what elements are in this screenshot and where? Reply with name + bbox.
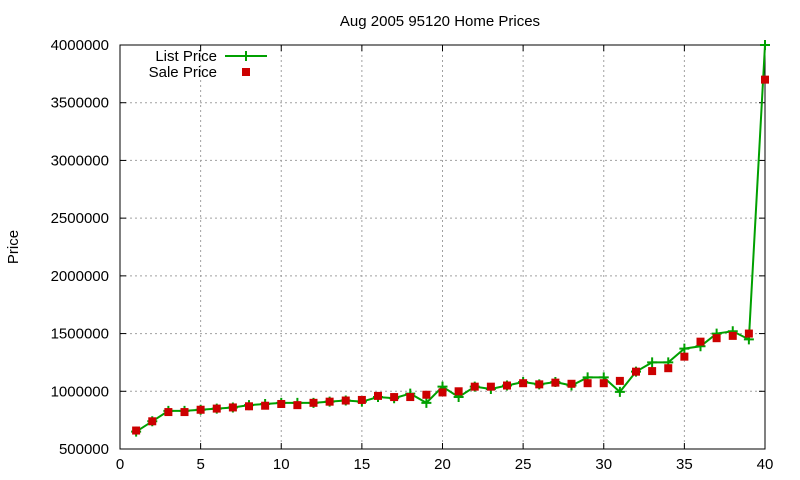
sale-price-point	[148, 417, 157, 426]
x-tick-label: 35	[676, 456, 693, 473]
sale-price-point	[406, 393, 415, 402]
sale-price-point	[341, 396, 350, 405]
y-tick-label: 3500000	[51, 95, 109, 112]
list-price-point	[421, 397, 432, 408]
sale-price-point	[712, 334, 721, 343]
y-tick-labels: 500000 1000000 1500000 2000000 2500000 300000…	[51, 37, 109, 458]
sale-price-point	[164, 408, 173, 417]
sale-price-point	[438, 388, 447, 397]
sale-price-point	[486, 382, 495, 391]
axis-ticks	[119, 44, 766, 450]
sale-price-point	[583, 379, 592, 388]
sale-price-point	[648, 367, 657, 376]
x-tick-label: 40	[757, 456, 774, 473]
sale-price-point	[196, 405, 205, 414]
legend-label-sale-price: Sale Price	[149, 64, 217, 81]
y-tick-label: 3000000	[51, 152, 109, 169]
sale-price-point	[680, 352, 689, 361]
sale-price-point	[277, 399, 286, 408]
sale-price-point	[615, 376, 624, 385]
sale-price-point	[180, 408, 189, 417]
sale-price-point	[228, 403, 237, 412]
legend: List Price Sale Price	[149, 48, 267, 81]
sale-price-point	[374, 391, 382, 400]
series-layer	[131, 40, 770, 437]
sale-price-point	[567, 379, 576, 388]
series-line-list-price	[135, 44, 766, 433]
sale-price-point	[261, 401, 270, 410]
sale-price-point	[309, 398, 318, 407]
y-tick-label: 500000	[59, 441, 109, 458]
sale-price-point	[535, 380, 544, 389]
sale-price-point	[390, 393, 399, 402]
y-tick-label: 2000000	[51, 268, 109, 285]
sale-price-point	[744, 329, 753, 338]
sale-price-point	[519, 379, 528, 388]
y-tick-label: 2500000	[51, 210, 109, 227]
list-price-point	[647, 357, 658, 368]
chart-title: Aug 2005 95120 Home Prices	[340, 13, 540, 30]
x-tick-label: 5	[196, 456, 204, 473]
legend-label-list-price: List Price	[155, 48, 217, 65]
x-tick-label: 25	[515, 456, 532, 473]
sale-price-point	[728, 331, 737, 340]
x-tick-label: 10	[273, 456, 290, 473]
sale-price-point	[503, 381, 511, 390]
list-price-point	[760, 40, 770, 50]
x-tick-label: 0	[116, 456, 124, 473]
sale-price-point	[357, 395, 366, 404]
x-tick-labels: 0 5 10 15 20 25 30 35 40	[116, 456, 774, 473]
y-axis-label: Price	[5, 230, 22, 264]
y-tick-label: 4000000	[51, 37, 109, 54]
sale-price-point	[599, 379, 608, 388]
list-price-point	[679, 343, 690, 354]
sale-price-point	[212, 404, 221, 413]
sale-price-point	[470, 382, 479, 391]
sale-price-point	[422, 390, 431, 399]
list-price-point	[614, 386, 625, 397]
sale-price-point	[325, 397, 334, 406]
x-tick-label: 15	[354, 456, 371, 473]
x-tick-label: 20	[434, 456, 451, 473]
y-tick-label: 1000000	[51, 383, 109, 400]
y-tick-label: 1500000	[51, 326, 109, 343]
sale-price-point	[245, 402, 253, 411]
sale-price-point	[454, 387, 463, 396]
sale-price-point	[293, 401, 302, 410]
sale-price-point	[761, 75, 769, 84]
sale-price-point	[132, 426, 141, 435]
legend-marker-sale-price	[242, 68, 250, 76]
sale-price-point	[664, 364, 673, 373]
sale-price-point	[551, 378, 560, 387]
x-tick-label: 30	[595, 456, 612, 473]
legend-marker-list-price	[241, 51, 251, 61]
sale-price-point	[632, 367, 640, 376]
sale-price-point	[696, 337, 705, 346]
